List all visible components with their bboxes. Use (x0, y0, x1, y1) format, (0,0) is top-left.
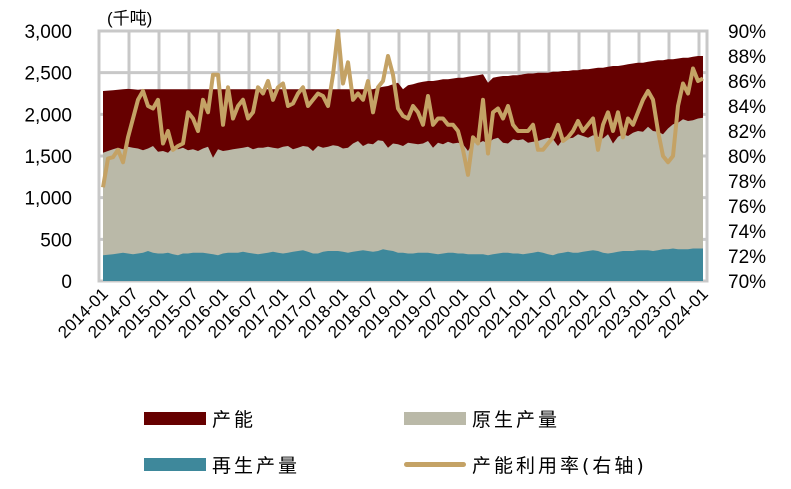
right-axis: 70% 72% 74% 76% 78% 80% 82% 84% 86% 88% 90% (728, 22, 766, 293)
right-tick-label: 82% (728, 122, 766, 143)
right-tick-label: 78% (728, 172, 766, 193)
area-series (103, 56, 703, 281)
left-tick-label: 2,500 (24, 64, 72, 85)
right-tick-label: 84% (728, 97, 766, 118)
left-tick-label: 2,000 (24, 105, 72, 126)
utilization-line (101, 29, 704, 188)
left-tick-label: 3,000 (24, 22, 72, 43)
left-tick-label: 1,500 (24, 147, 72, 168)
right-tick-label: 88% (728, 47, 766, 68)
left-tick-label: 1,000 (24, 189, 72, 210)
right-tick-label: 80% (728, 147, 766, 168)
right-tick-label: 72% (728, 247, 766, 268)
right-tick-label: 90% (728, 22, 766, 43)
x-axis: 2014-012014-072015-012015-072016-012016-… (54, 284, 712, 342)
right-tick-label: 86% (728, 72, 766, 93)
right-tick-label: 74% (728, 222, 766, 243)
right-tick-label: 76% (728, 197, 766, 218)
primary-area (103, 117, 703, 281)
unit-label: (千吨) (107, 9, 152, 28)
utilization-path (101, 29, 704, 188)
left-axis: 0 500 1,000 1,500 2,000 2,500 3,000 (24, 22, 72, 293)
recycled-area (103, 248, 703, 281)
left-tick-label: 500 (40, 230, 72, 251)
left-tick-label: 0 (61, 272, 72, 293)
right-tick-label: 70% (728, 272, 766, 293)
